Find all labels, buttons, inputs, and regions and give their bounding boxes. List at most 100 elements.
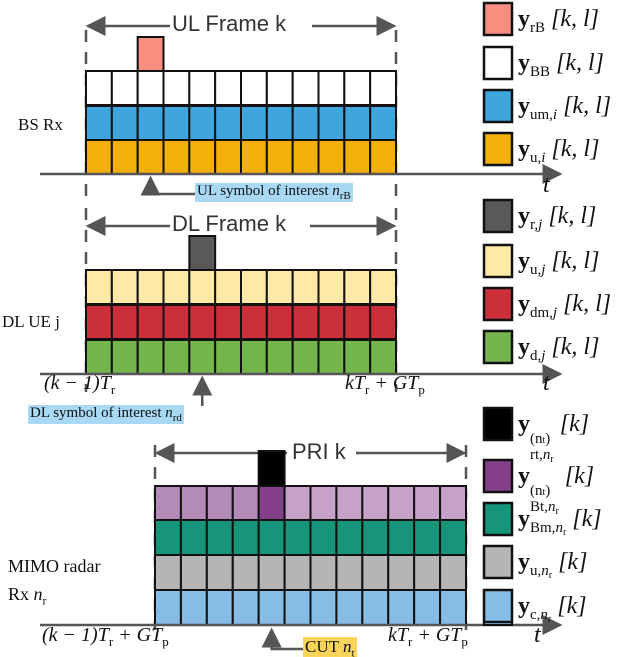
legend-subvarsub: r bbox=[550, 453, 554, 465]
ul-symbol-cell bbox=[214, 70, 243, 106]
ul-note-pointer-arrow bbox=[140, 175, 195, 196]
dl-symbol-cell bbox=[317, 304, 346, 340]
dl-frame-title: DL Frame k bbox=[170, 211, 289, 236]
note-sub: t bbox=[351, 647, 355, 657]
legend-sub: u, bbox=[530, 262, 542, 278]
ul-symbol-of-interest-block bbox=[136, 36, 165, 72]
legend-subvar: n bbox=[540, 607, 548, 623]
radar-symbol-cell bbox=[361, 589, 390, 626]
ul-symbol-cell bbox=[110, 105, 139, 141]
radar-symbol-cell bbox=[361, 554, 390, 591]
ul-legend-swatch bbox=[482, 88, 514, 124]
radar-symbol-cell bbox=[413, 554, 442, 591]
dl-symbol-cell bbox=[317, 269, 346, 305]
dl-legend-swatch bbox=[482, 198, 514, 234]
dl-symbol-cell bbox=[136, 269, 165, 305]
ul-symbol-cell bbox=[369, 139, 397, 175]
radar-legend-label: y (nt) Bt,nr [k] bbox=[518, 463, 595, 517]
ul-symbol-cell bbox=[85, 70, 113, 106]
dl-tick-right: kTr + GTp bbox=[345, 372, 425, 398]
tick-text: (k − 1)T bbox=[44, 372, 111, 394]
dl-symbol-cell bbox=[85, 304, 113, 340]
note-sub: rB bbox=[339, 190, 351, 202]
radar-symbol-cell bbox=[231, 485, 260, 522]
legend-sub: rt, bbox=[530, 446, 543, 463]
ul-legend-label: yu,i [k, l] bbox=[518, 136, 600, 166]
legend-sub: Bt, bbox=[530, 498, 548, 515]
radar-symbol-cell bbox=[257, 485, 286, 522]
tick-tail: + GT bbox=[412, 624, 462, 646]
note-var: n bbox=[332, 183, 340, 199]
dl-symbol-cell bbox=[110, 269, 139, 305]
dl-legend-label: ydm,j [k, l] bbox=[518, 291, 612, 321]
ul-symbol-cell bbox=[240, 105, 268, 141]
ul-symbol-cell bbox=[188, 105, 217, 141]
ul-legend-label: yBB [k, l] bbox=[518, 50, 605, 80]
dl-legend-label: yu,j [k, l] bbox=[518, 248, 600, 278]
radar-symbol-cell bbox=[205, 554, 234, 591]
ul-symbol-cell bbox=[369, 70, 397, 106]
rx-nr-label: Rx nr bbox=[8, 584, 47, 609]
ul-symbol-cell bbox=[136, 139, 165, 175]
radar-legend-swatch bbox=[482, 544, 514, 580]
dl-symbol-cell bbox=[85, 269, 113, 305]
dl-symbol-cell bbox=[265, 339, 294, 375]
radar-symbol-cell bbox=[387, 519, 416, 556]
dl-symbol-cell bbox=[162, 304, 191, 340]
ul-symbol-cell bbox=[265, 105, 294, 141]
radar-symbol-cell bbox=[205, 485, 234, 522]
radar-symbol-cell bbox=[231, 589, 260, 626]
legend-arg: [k, l] bbox=[548, 203, 597, 229]
dl-symbol-cell bbox=[85, 339, 113, 375]
legend-arg: [k, l] bbox=[556, 50, 605, 76]
ul-legend-label: yum,i [k, l] bbox=[518, 93, 612, 123]
legend-subvar: i bbox=[552, 107, 558, 123]
radar-symbol-cell bbox=[387, 554, 416, 591]
ul-symbol-cell bbox=[110, 139, 139, 175]
radar-symbol-cell bbox=[335, 485, 364, 522]
bs-rx-label: BS Rx bbox=[18, 115, 63, 134]
dl-symbol-cell bbox=[240, 339, 268, 375]
dl-symbol-cell bbox=[214, 339, 243, 375]
tick-tail: + GT bbox=[369, 372, 419, 394]
ul-legend-swatch bbox=[482, 131, 514, 167]
note-var: n bbox=[165, 405, 173, 421]
cut-note: CUT nt bbox=[303, 637, 357, 657]
ul-legend-swatch bbox=[482, 1, 514, 37]
dl-symbol-cell bbox=[188, 304, 217, 340]
tick-sub: r bbox=[408, 634, 413, 649]
ul-symbol-cell bbox=[136, 70, 165, 106]
dl-symbol-cell bbox=[110, 339, 139, 375]
radar-note-pointer-arrow bbox=[261, 627, 303, 651]
legend-sub: d, bbox=[530, 348, 542, 364]
radar-symbol-cell bbox=[283, 554, 312, 591]
ul-symbol-cell bbox=[369, 105, 397, 141]
ul-symbol-cell bbox=[162, 105, 191, 141]
legend-sub: u, bbox=[530, 150, 542, 166]
radar-symbol-cell bbox=[283, 519, 312, 556]
dl-ue-label: DL UE j bbox=[2, 312, 60, 331]
ul-symbol-cell bbox=[136, 105, 165, 141]
radar-tick-left: (k − 1)Tr + GTp bbox=[42, 624, 169, 650]
ul-symbol-cell bbox=[343, 105, 372, 141]
legend-sup: (n bbox=[530, 431, 543, 447]
radar-symbol-cell bbox=[231, 554, 260, 591]
dl-symbol-cell bbox=[369, 269, 397, 305]
radar-tick-right: kTr + GTp bbox=[388, 624, 468, 650]
tick-sub: r bbox=[108, 634, 114, 649]
radar-symbol-cell bbox=[335, 554, 364, 591]
legend-subvar: j bbox=[538, 217, 543, 233]
dl-symbol-cell bbox=[291, 269, 320, 305]
legend-sup: (n bbox=[530, 483, 543, 499]
radar-symbol-cell bbox=[283, 589, 312, 626]
ul-symbol-cell bbox=[291, 139, 320, 175]
radar-symbol-of-interest-block bbox=[257, 450, 286, 487]
legend-sub: BB bbox=[530, 64, 551, 80]
radar-legend-label: y (nt) rt,nr [k] bbox=[518, 411, 590, 465]
radar-symbol-cell bbox=[257, 589, 286, 626]
radar-symbol-cell bbox=[309, 589, 338, 626]
dl-symbol-cell bbox=[136, 304, 165, 340]
radar-legend-label: yc,nr [k] bbox=[518, 593, 587, 625]
ul-legend-swatch bbox=[482, 45, 514, 81]
